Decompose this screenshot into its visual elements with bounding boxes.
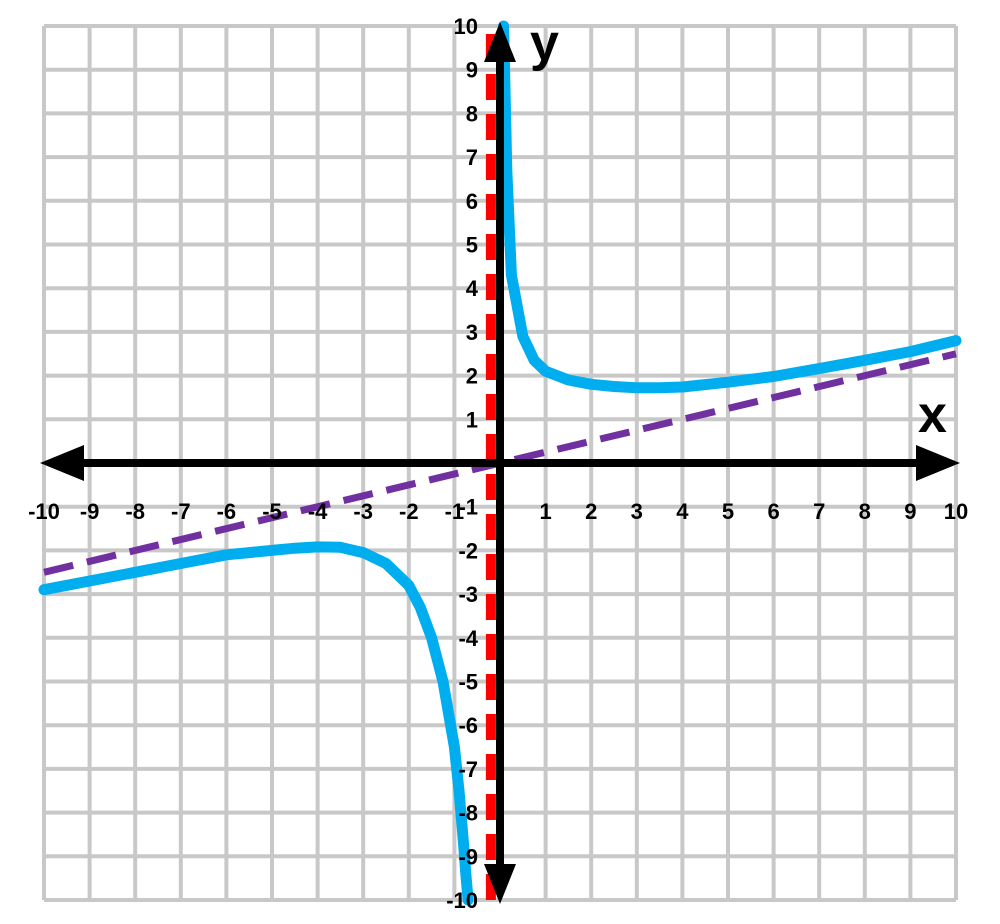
x-tick-label: -6 (217, 499, 237, 524)
x-tick-label: -1 (445, 499, 465, 524)
y-tick-label: -8 (458, 801, 478, 826)
axes (40, 22, 960, 904)
y-tick-label: 9 (466, 58, 478, 83)
series-curve-branch-right (498, 20, 962, 394)
x-axis-arrow-left (40, 445, 84, 481)
x-tick-label: 8 (859, 499, 871, 524)
y-tick-label: -1 (458, 495, 478, 520)
y-tick-label: -6 (458, 713, 478, 738)
x-tick-label: 3 (631, 499, 643, 524)
x-tick-label: -7 (171, 499, 191, 524)
x-axis-label: x (918, 386, 947, 444)
y-tick-label: 3 (466, 320, 478, 345)
y-axis-label: y (530, 14, 559, 72)
y-tick-label: -5 (458, 670, 478, 695)
x-tick-label: 5 (722, 499, 734, 524)
x-tick-label: -5 (262, 499, 282, 524)
y-tick-label: 4 (466, 276, 479, 301)
tick-labels: -10 -9 -8 -7 -6 -5 -4 -3 -2 -1 1 2 3 4 5 6 7 8 9 10 -10 -9 -8 -… (28, 14, 968, 913)
y-tick-label: -3 (458, 582, 478, 607)
y-tick-label: -10 (446, 888, 478, 913)
y-axis-arrow-down (484, 864, 516, 904)
x-tick-label: 4 (676, 499, 689, 524)
y-tick-label: 5 (466, 233, 478, 258)
x-tick-label: -2 (399, 499, 419, 524)
x-tick-label: 10 (944, 499, 968, 524)
y-tick-label: -7 (458, 757, 478, 782)
y-tick-label: -2 (458, 538, 478, 563)
y-tick-label: 7 (466, 145, 478, 170)
y-tick-label: -9 (458, 844, 478, 869)
y-tick-label: 2 (466, 364, 478, 389)
y-tick-label: 1 (466, 407, 478, 432)
y-tick-label: 6 (466, 189, 478, 214)
x-tick-label: -3 (353, 499, 373, 524)
x-tick-label: -9 (80, 499, 100, 524)
y-axis-arrow-up (484, 22, 516, 62)
series-curve-branch-left (38, 541, 474, 906)
x-tick-label: 9 (904, 499, 916, 524)
y-tick-label: 8 (466, 101, 478, 126)
x-tick-label: 7 (813, 499, 825, 524)
y-tick-label: -4 (458, 626, 478, 651)
x-tick-label: -4 (308, 499, 328, 524)
x-tick-label: 1 (539, 499, 551, 524)
x-tick-label: -10 (28, 499, 60, 524)
x-axis-arrow-right (916, 445, 960, 481)
x-tick-label: 6 (767, 499, 779, 524)
x-tick-label: 2 (585, 499, 597, 524)
y-tick-label: 10 (454, 14, 478, 39)
x-tick-label: -8 (125, 499, 145, 524)
